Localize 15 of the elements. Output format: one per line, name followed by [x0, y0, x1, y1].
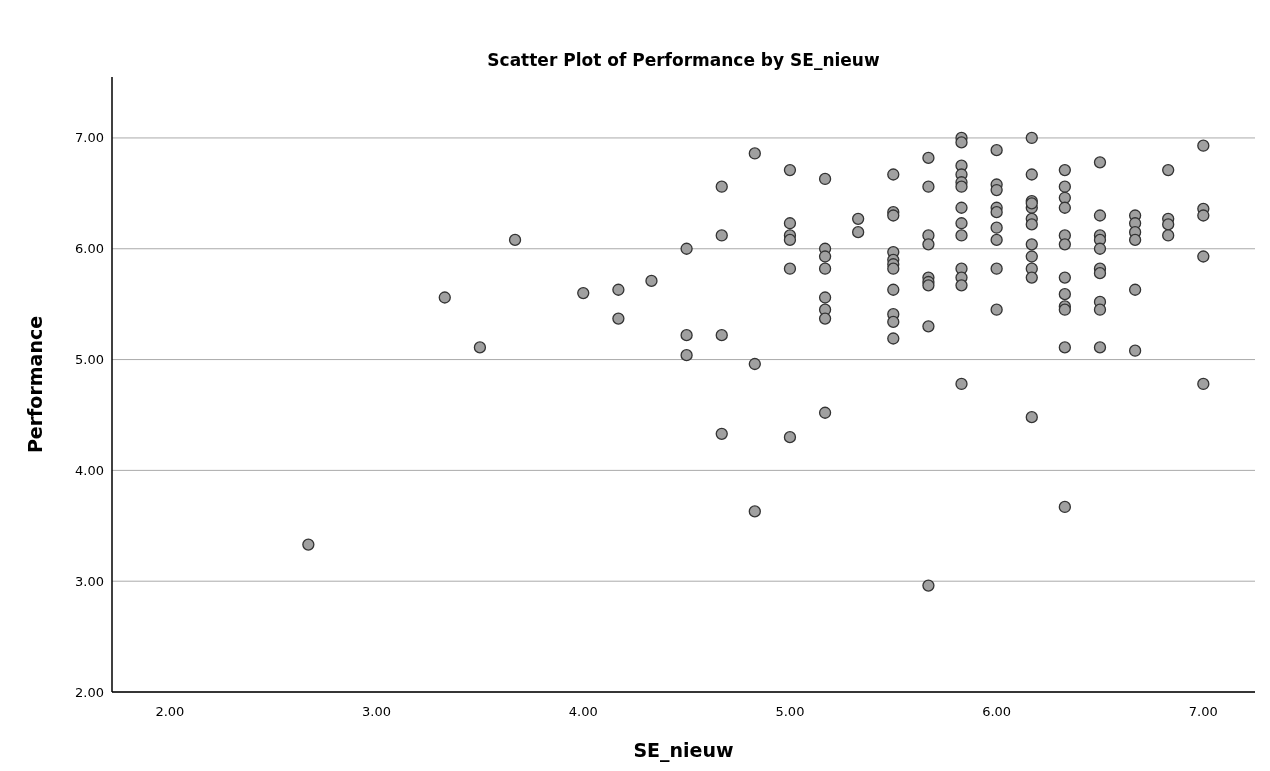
chart-title: Scatter Plot of Performance by SE_nieuw: [487, 50, 880, 70]
x-tick-label: 3.00: [362, 704, 392, 719]
y-tick-label: 5.00: [75, 352, 104, 368]
x-tick-label: 5.00: [775, 704, 805, 719]
x-tick-label: 6.00: [982, 704, 1012, 719]
y-tick-label: 2.00: [75, 684, 104, 700]
y-tick-label: 3.00: [75, 573, 104, 589]
x-tick-label: 7.00: [1188, 704, 1218, 719]
y-tick-label: 4.00: [75, 462, 104, 478]
y-tick-label: 7.00: [75, 130, 104, 146]
y-axis-title: Performance: [24, 315, 46, 454]
y-tick-label: 6.00: [75, 241, 104, 257]
x-axis-title: SE_nieuw: [633, 739, 734, 762]
x-tick-label: 2.00: [155, 704, 185, 719]
x-tick-label: 4.00: [568, 704, 598, 719]
